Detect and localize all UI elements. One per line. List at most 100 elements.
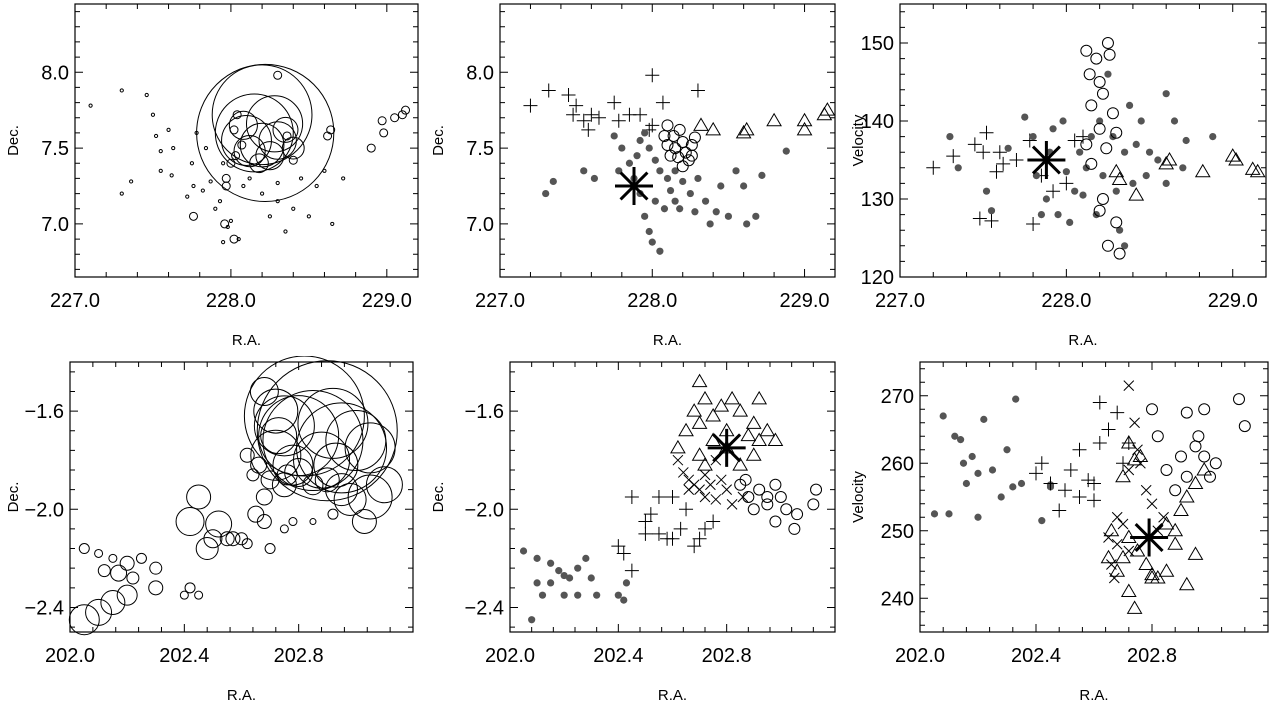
point-plus: [698, 521, 712, 536]
point-dot: [1162, 90, 1170, 98]
point-dot: [988, 466, 997, 474]
point-dot: [547, 579, 555, 587]
scatter-plot-top-left: 227.0 228.0 229.0 7.0 7.5 8.0 R.A. Dec.: [5, 3, 419, 349]
point-plus: [611, 539, 626, 554]
point-circle: [205, 510, 233, 538]
point-plus: [584, 107, 599, 122]
point-plus: [1116, 456, 1130, 471]
point-dot: [1009, 483, 1017, 491]
point-circle: [256, 514, 272, 530]
point-open-circle: [1110, 216, 1123, 229]
point-large-circle: [221, 115, 272, 166]
point-open-circle: [1085, 99, 1098, 112]
point-triangle: [1249, 163, 1266, 178]
point-medium-circle: [390, 113, 400, 123]
point-triangle: [1158, 516, 1175, 530]
point-big-circle: [325, 473, 359, 507]
point-small-circle: [119, 191, 124, 196]
point-small-circle: [217, 199, 223, 204]
x-tick-label: 202.0: [485, 645, 535, 667]
point-circle: [97, 564, 111, 578]
point-open-circle: [661, 119, 674, 132]
point-dot: [645, 144, 653, 152]
point-open-circle: [1151, 430, 1164, 443]
point-large-circle: [246, 95, 304, 153]
point-dot: [679, 177, 687, 186]
point-plus: [651, 526, 666, 541]
point-dot: [1012, 395, 1020, 403]
point-dot: [691, 208, 699, 216]
point-dot: [982, 187, 991, 195]
point-dot: [712, 208, 720, 216]
point-plus: [643, 507, 658, 522]
point-open-circle: [664, 149, 677, 162]
point-medium-circle: [273, 70, 283, 80]
point-cross: [1117, 518, 1129, 530]
point-cross: [1123, 380, 1135, 391]
y-tick-label: −2.0: [25, 499, 64, 521]
point-triangle: [1115, 468, 1131, 483]
point-dot: [1120, 148, 1129, 156]
point-open-circle: [1096, 193, 1109, 205]
point-big-circle: [347, 474, 393, 520]
point-star: [1130, 518, 1169, 557]
point-dot: [625, 159, 634, 167]
point-triangle: [693, 117, 709, 131]
point-dot: [1145, 148, 1154, 156]
point-small-circle: [221, 161, 226, 166]
point-medium-circle: [220, 219, 230, 229]
y-tick-label: 140: [861, 111, 894, 133]
point-circle: [179, 590, 189, 600]
point-open-circle: [810, 483, 823, 496]
y-tick-label: 8.0: [466, 62, 494, 84]
point-open-circle: [1189, 440, 1202, 453]
point-open-circle: [1113, 247, 1126, 260]
point-dot: [656, 247, 664, 255]
y-tick-label: 240: [881, 588, 914, 610]
point-plus: [616, 546, 631, 561]
point-triangle: [1228, 152, 1244, 166]
point-dot: [1062, 168, 1070, 176]
x-tick-label: 227.0: [475, 290, 525, 312]
point-big-circle: [250, 429, 302, 481]
point-dot: [980, 415, 988, 423]
point-cross: [672, 454, 684, 466]
point-circle: [68, 604, 100, 636]
point-open-circle: [774, 491, 787, 503]
point-big-circle: [293, 431, 351, 489]
point-triangle: [670, 439, 686, 454]
point-dot: [660, 205, 669, 213]
point-dot: [671, 167, 679, 175]
point-plus: [706, 514, 721, 529]
point-open-circle: [676, 160, 689, 173]
point-small-circle: [150, 112, 156, 117]
point-plus: [1110, 405, 1125, 420]
point-plus: [1058, 483, 1072, 498]
point-cross: [705, 479, 716, 491]
point-dot: [1132, 140, 1140, 148]
point-circle: [116, 584, 138, 606]
point-medium-circle: [231, 151, 241, 161]
panel-bottom-right: 202.0 202.4 202.8 240 250 260 270 R.A. Velocity: [850, 356, 1276, 711]
point-dot: [651, 156, 659, 164]
point-open-circle: [1110, 126, 1123, 139]
point-open-circle: [685, 149, 698, 162]
point-medium-circle: [366, 143, 376, 153]
point-triangle: [1129, 543, 1146, 557]
point-dot: [1066, 218, 1074, 226]
point-triangle: [796, 112, 813, 127]
y-tick-label: −2.0: [465, 499, 504, 521]
point-small-circle: [314, 183, 319, 189]
point-small-circle: [129, 179, 134, 184]
point-star: [1027, 141, 1066, 179]
x-tick-label: 202.8: [702, 645, 752, 667]
point-triangle: [1100, 549, 1117, 564]
point-small-circle: [283, 229, 288, 234]
point-medium-circle: [229, 234, 239, 244]
point-big-circle: [253, 395, 315, 457]
point-triangle: [724, 390, 740, 405]
point-dot: [1004, 144, 1012, 152]
point-dot: [590, 174, 599, 183]
point-dot: [538, 591, 547, 599]
point-plus: [561, 88, 576, 102]
